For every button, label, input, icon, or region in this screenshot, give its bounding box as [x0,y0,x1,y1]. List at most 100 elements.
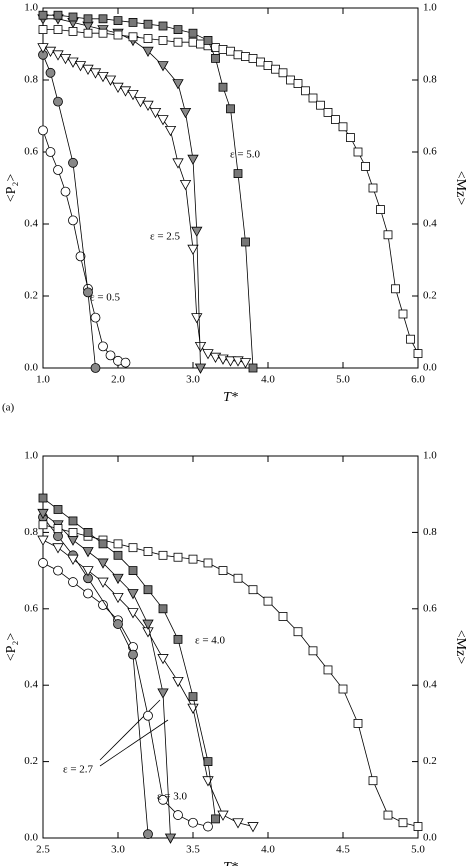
marker [376,205,385,215]
arrow [99,699,161,761]
y-tick-label: 0.4 [24,218,38,230]
marker [128,17,138,27]
x-tick-label: 4.5 [336,844,350,856]
marker [188,692,198,702]
marker [278,68,288,78]
marker [157,654,169,665]
plot-frame [42,7,419,369]
y-tick-label: 0.6 [423,602,437,614]
marker [113,30,123,40]
marker [398,309,408,319]
marker [241,237,250,247]
y-axis-label: <P₂> [4,633,19,662]
y2-axis-label: <Mz> [453,630,468,665]
marker [98,14,108,24]
marker [158,36,168,45]
marker [248,585,258,595]
series-line [42,47,246,363]
marker [301,86,310,96]
marker [256,57,265,67]
series-line [42,130,126,363]
marker [90,363,101,373]
marker [278,612,288,621]
marker [53,96,63,107]
marker [105,350,116,361]
series-line [43,29,419,354]
y-tick-label: 1.0 [24,2,38,14]
annotation: ε = 0.5 [90,292,121,304]
marker [346,133,355,143]
marker [83,28,93,38]
marker [263,61,273,70]
panel-label: (a) [2,402,15,414]
marker [143,19,153,29]
y-tick-label: 0.2 [24,755,38,767]
y-tick-label: 0.8 [24,526,38,538]
marker [413,349,423,359]
marker [233,50,243,60]
marker [143,34,153,43]
marker [383,810,393,820]
marker [158,21,168,31]
marker [248,54,258,63]
series-line [42,516,149,835]
marker [233,573,243,583]
marker [53,165,63,175]
marker [142,46,154,58]
marker [53,524,63,533]
annotation: ε = 2.5 [150,231,181,243]
marker [149,108,162,119]
marker [113,550,123,560]
marker [293,627,303,637]
y-tick-label: 0.6 [24,146,38,158]
marker [113,619,123,629]
marker [67,57,79,68]
marker [68,215,78,226]
x-tick-label: 4.0 [261,844,275,856]
series-line [42,512,171,839]
x-axis-label: T* [223,390,238,405]
y-tick-label: 0.4 [423,218,437,230]
marker [45,147,56,157]
marker [173,552,183,562]
marker [52,50,64,61]
marker [368,776,378,786]
marker [83,588,93,599]
x-tick-label: 3.0 [111,844,125,856]
marker [68,528,78,537]
marker [75,251,86,262]
marker [413,822,423,831]
marker [127,589,139,600]
marker [308,93,318,103]
marker [331,115,340,124]
marker [353,147,363,157]
marker [391,284,400,294]
y-tick-label: 0.0 [423,362,437,374]
marker [172,79,184,90]
marker [172,676,184,688]
x-tick-label: 3.0 [186,374,200,386]
marker [74,61,87,72]
marker [68,157,78,168]
x-tick-label: 5.0 [336,374,350,386]
marker [323,108,333,117]
marker [37,508,49,520]
marker [97,577,109,588]
marker [104,75,117,86]
marker [113,16,123,26]
marker [38,493,48,503]
y-tick-label: 0.8 [423,526,437,538]
marker [68,12,78,22]
marker [172,158,184,169]
series-line [42,54,96,369]
y-tick-label: 0.4 [24,679,38,691]
marker [173,25,183,35]
marker [203,558,213,568]
marker [202,349,214,360]
marker [191,313,203,324]
x-tick-label: 6.0 [411,374,425,386]
marker [239,358,252,369]
marker [38,10,48,20]
marker [53,25,63,35]
